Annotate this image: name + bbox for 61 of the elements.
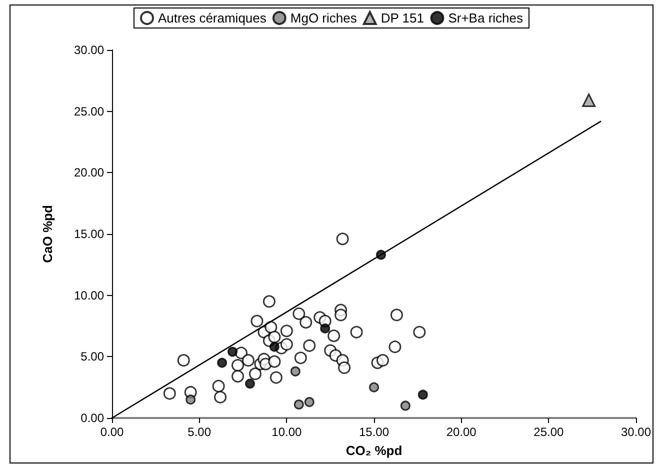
- point: [582, 94, 596, 108]
- point: [328, 330, 340, 342]
- y-tick-label: 30.00: [74, 43, 104, 57]
- y-tick-label: 20.00: [74, 166, 104, 180]
- x-tick-label: 20.00: [446, 425, 477, 439]
- y-tick-label: 5.00: [80, 350, 104, 364]
- legend-label: MgO riches: [290, 10, 358, 26]
- point: [242, 354, 254, 367]
- point: [334, 308, 348, 322]
- point: [294, 352, 307, 364]
- y-axis-title: CaO %pd: [40, 205, 55, 263]
- x-tick-label: 25.00: [534, 425, 564, 439]
- point: [228, 346, 238, 357]
- y-tick-label: 0.00: [80, 411, 104, 425]
- point: [212, 380, 225, 392]
- point: [294, 400, 304, 410]
- x-tick-label: 15.00: [358, 425, 390, 439]
- point: [280, 324, 293, 338]
- point: [268, 330, 281, 344]
- point: [262, 295, 276, 308]
- point: [390, 308, 403, 322]
- point: [338, 361, 351, 374]
- point: [290, 366, 300, 376]
- x-tick-label: 30.00: [620, 425, 652, 439]
- point: [244, 378, 255, 389]
- point: [214, 390, 227, 404]
- point: [269, 342, 280, 352]
- point: [248, 368, 262, 380]
- point: [268, 355, 281, 368]
- point: [369, 382, 379, 392]
- point: [303, 339, 316, 352]
- point: [250, 314, 264, 328]
- point: [280, 338, 293, 351]
- point: [300, 316, 312, 329]
- legend-label: Sr+Ba riches: [448, 10, 524, 26]
- y-tick-label: 25.00: [74, 104, 104, 118]
- point: [320, 323, 330, 334]
- x-tick-label: 5.00: [188, 425, 212, 439]
- x-axis-title: CO₂ %pd: [346, 443, 402, 458]
- point: [292, 307, 306, 320]
- x-tick-label: 10.00: [272, 425, 302, 439]
- point: [376, 354, 389, 367]
- point: [232, 370, 244, 383]
- y-tick-label: 10.00: [74, 288, 104, 302]
- x-tick-label: 0.00: [100, 425, 124, 439]
- legend-label: Autres céramiques: [158, 10, 267, 26]
- point: [163, 387, 176, 400]
- legend-label: DP 151: [380, 10, 424, 26]
- point: [177, 354, 190, 367]
- point: [388, 340, 402, 354]
- point: [217, 358, 228, 368]
- point: [336, 232, 349, 246]
- point: [304, 397, 314, 408]
- point: [413, 326, 426, 338]
- point: [186, 394, 196, 405]
- point: [350, 326, 363, 338]
- y-tick-label: 15.00: [74, 227, 104, 241]
- point: [232, 359, 244, 372]
- point: [418, 390, 428, 400]
- point: [270, 371, 282, 384]
- point: [400, 400, 410, 411]
